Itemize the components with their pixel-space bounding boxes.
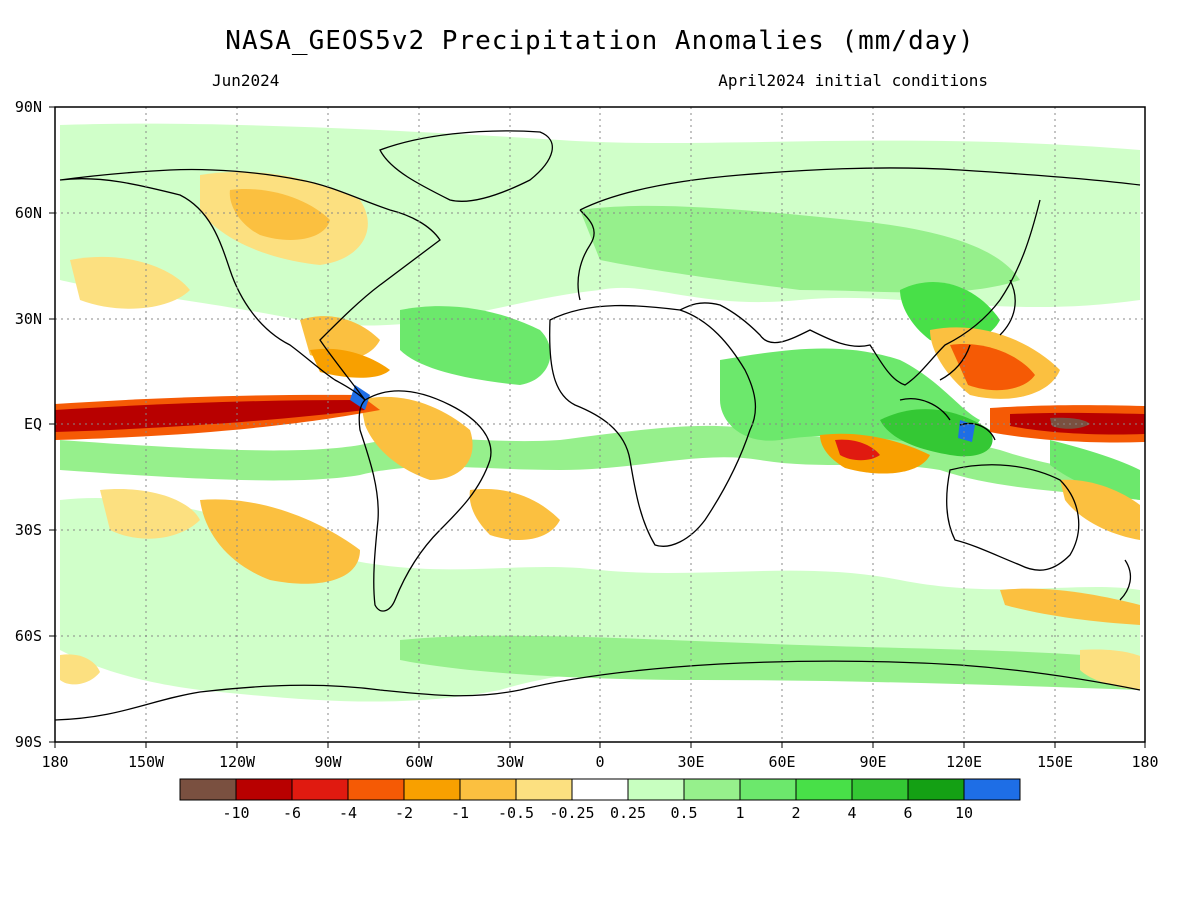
coastline-north-america <box>59 168 441 401</box>
colorbar-swatch <box>179 778 237 801</box>
lon-label-90e: 90E <box>859 753 886 771</box>
colorbar-swatch <box>571 778 629 801</box>
anomaly-region-antarctic-green <box>400 635 1140 690</box>
anomaly-region-southwest-pacific-dry <box>1060 479 1140 540</box>
initial-conditions-label: April2024 initial conditions <box>718 71 988 90</box>
colorbar-label: 1 <box>735 804 744 822</box>
coastline-eurasia <box>577 167 1141 386</box>
colorbar-label: -6 <box>283 804 301 822</box>
colorbar-swatch <box>459 778 517 801</box>
lat-label-30s: 30S <box>15 521 42 539</box>
coastlines <box>55 130 1141 721</box>
lat-label-60n: 60N <box>15 204 42 222</box>
anomaly-region-south-indian-dry-core <box>835 439 880 461</box>
longitude-labels: 180 150W 120W 90W 60W 30W 0 30E 60E 90E … <box>41 753 1158 771</box>
lon-label-60e: 60E <box>768 753 795 771</box>
anomaly-region-eurasia-green <box>580 205 1020 293</box>
anomaly-region-south-pacific-dry <box>200 499 360 584</box>
lon-label-150e: 150E <box>1037 753 1073 771</box>
coastline-south-america <box>358 390 492 612</box>
colorbar-label: 10 <box>955 804 973 822</box>
lon-label-60w: 60W <box>405 753 433 771</box>
anomaly-region-east-asia-green <box>900 281 1000 344</box>
anomaly-region-south-america-dry <box>360 396 473 480</box>
anomaly-region-south-pacific-dry-outer <box>100 489 200 539</box>
lon-label-180w: 180 <box>41 753 68 771</box>
anomaly-region-north-pacific-dry <box>70 256 190 309</box>
colorbar-swatch <box>291 778 349 801</box>
lon-label-150w: 150W <box>128 753 165 771</box>
colorbar: -10 -6 -4 -2 -1 -0.5 -0.25 0.25 0.5 1 2 4 6 10 <box>179 778 1021 822</box>
colorbar-label: 2 <box>791 804 800 822</box>
colorbar-swatch <box>683 778 741 801</box>
colorbar-label: 4 <box>847 804 856 822</box>
colorbar-swatch <box>739 778 797 801</box>
lon-label-180e: 180 <box>1131 753 1158 771</box>
lat-label-60s: 60S <box>15 627 42 645</box>
lat-label-30n: 30N <box>15 310 42 328</box>
graticule <box>55 107 1145 742</box>
anomaly-region-north-atlantic-green <box>400 306 551 385</box>
anomaly-field <box>55 123 1145 702</box>
colorbar-label: -1 <box>451 804 469 822</box>
lat-label-90n: 90N <box>15 98 42 116</box>
colorbar-label: -10 <box>222 804 249 822</box>
anomaly-region-south-atlantic-dry <box>469 489 560 540</box>
anomaly-wet-pocket-indonesia <box>958 420 975 442</box>
colorbar-label: -4 <box>339 804 357 822</box>
anomaly-region-caribbean-dry <box>310 348 390 378</box>
colorbar-swatch <box>235 778 293 801</box>
lon-label-90w: 90W <box>314 753 342 771</box>
colorbar-label: -0.5 <box>498 804 534 822</box>
colorbar-swatch <box>403 778 461 801</box>
colorbar-label: 6 <box>903 804 912 822</box>
colorbar-label: 0.5 <box>670 804 697 822</box>
map-title: NASA_GEOS5v2 Precipitation Anomalies (mm… <box>225 26 975 56</box>
coastline-japan <box>999 279 1016 336</box>
tick-marks <box>49 106 1146 748</box>
colorbar-label: -0.25 <box>549 804 594 822</box>
lat-label-eq: EQ <box>24 415 42 433</box>
colorbar-label: 0.25 <box>610 804 646 822</box>
anomaly-region-north-america-dry-core <box>229 189 330 240</box>
lon-label-30w: 30W <box>496 753 524 771</box>
anomaly-region-antarctic-dry <box>1080 649 1140 690</box>
coastline-new-zealand <box>1119 559 1132 601</box>
lon-label-30e: 30E <box>677 753 704 771</box>
anomaly-region-sw-pacific-green <box>1050 440 1140 500</box>
colorbar-swatch <box>515 778 573 801</box>
colorbar-label: -2 <box>395 804 413 822</box>
coastline-maritime-continent <box>899 344 996 441</box>
anomaly-region-ross-sea-dry <box>60 654 100 685</box>
anomaly-band-east-pacific-core <box>55 400 365 432</box>
colorbar-swatch <box>907 778 965 801</box>
lon-label-120w: 120W <box>219 753 256 771</box>
colorbar-swatch <box>347 778 405 801</box>
lon-label-0: 0 <box>595 753 604 771</box>
anomaly-band-west-pacific-darkest <box>1050 417 1090 429</box>
colorbar-swatch <box>795 778 853 801</box>
anomaly-region-tasman-dry <box>1000 588 1140 625</box>
anomaly-region-west-pacific-dry-core <box>950 344 1035 391</box>
colorbar-swatch <box>627 778 685 801</box>
lon-label-120e: 120E <box>946 753 982 771</box>
coastline-australia <box>946 464 1080 571</box>
coastline-antarctica <box>55 660 1141 721</box>
colorbar-swatch <box>851 778 909 801</box>
valid-period-label: Jun2024 <box>212 71 280 90</box>
coastline-africa <box>549 304 757 547</box>
coastline-greenland <box>379 130 553 202</box>
latitude-labels: 90N 60N 30N EQ 30S 60S 90S <box>15 98 42 751</box>
lat-label-90s: 90S <box>15 733 42 751</box>
colorbar-swatch <box>963 778 1021 801</box>
